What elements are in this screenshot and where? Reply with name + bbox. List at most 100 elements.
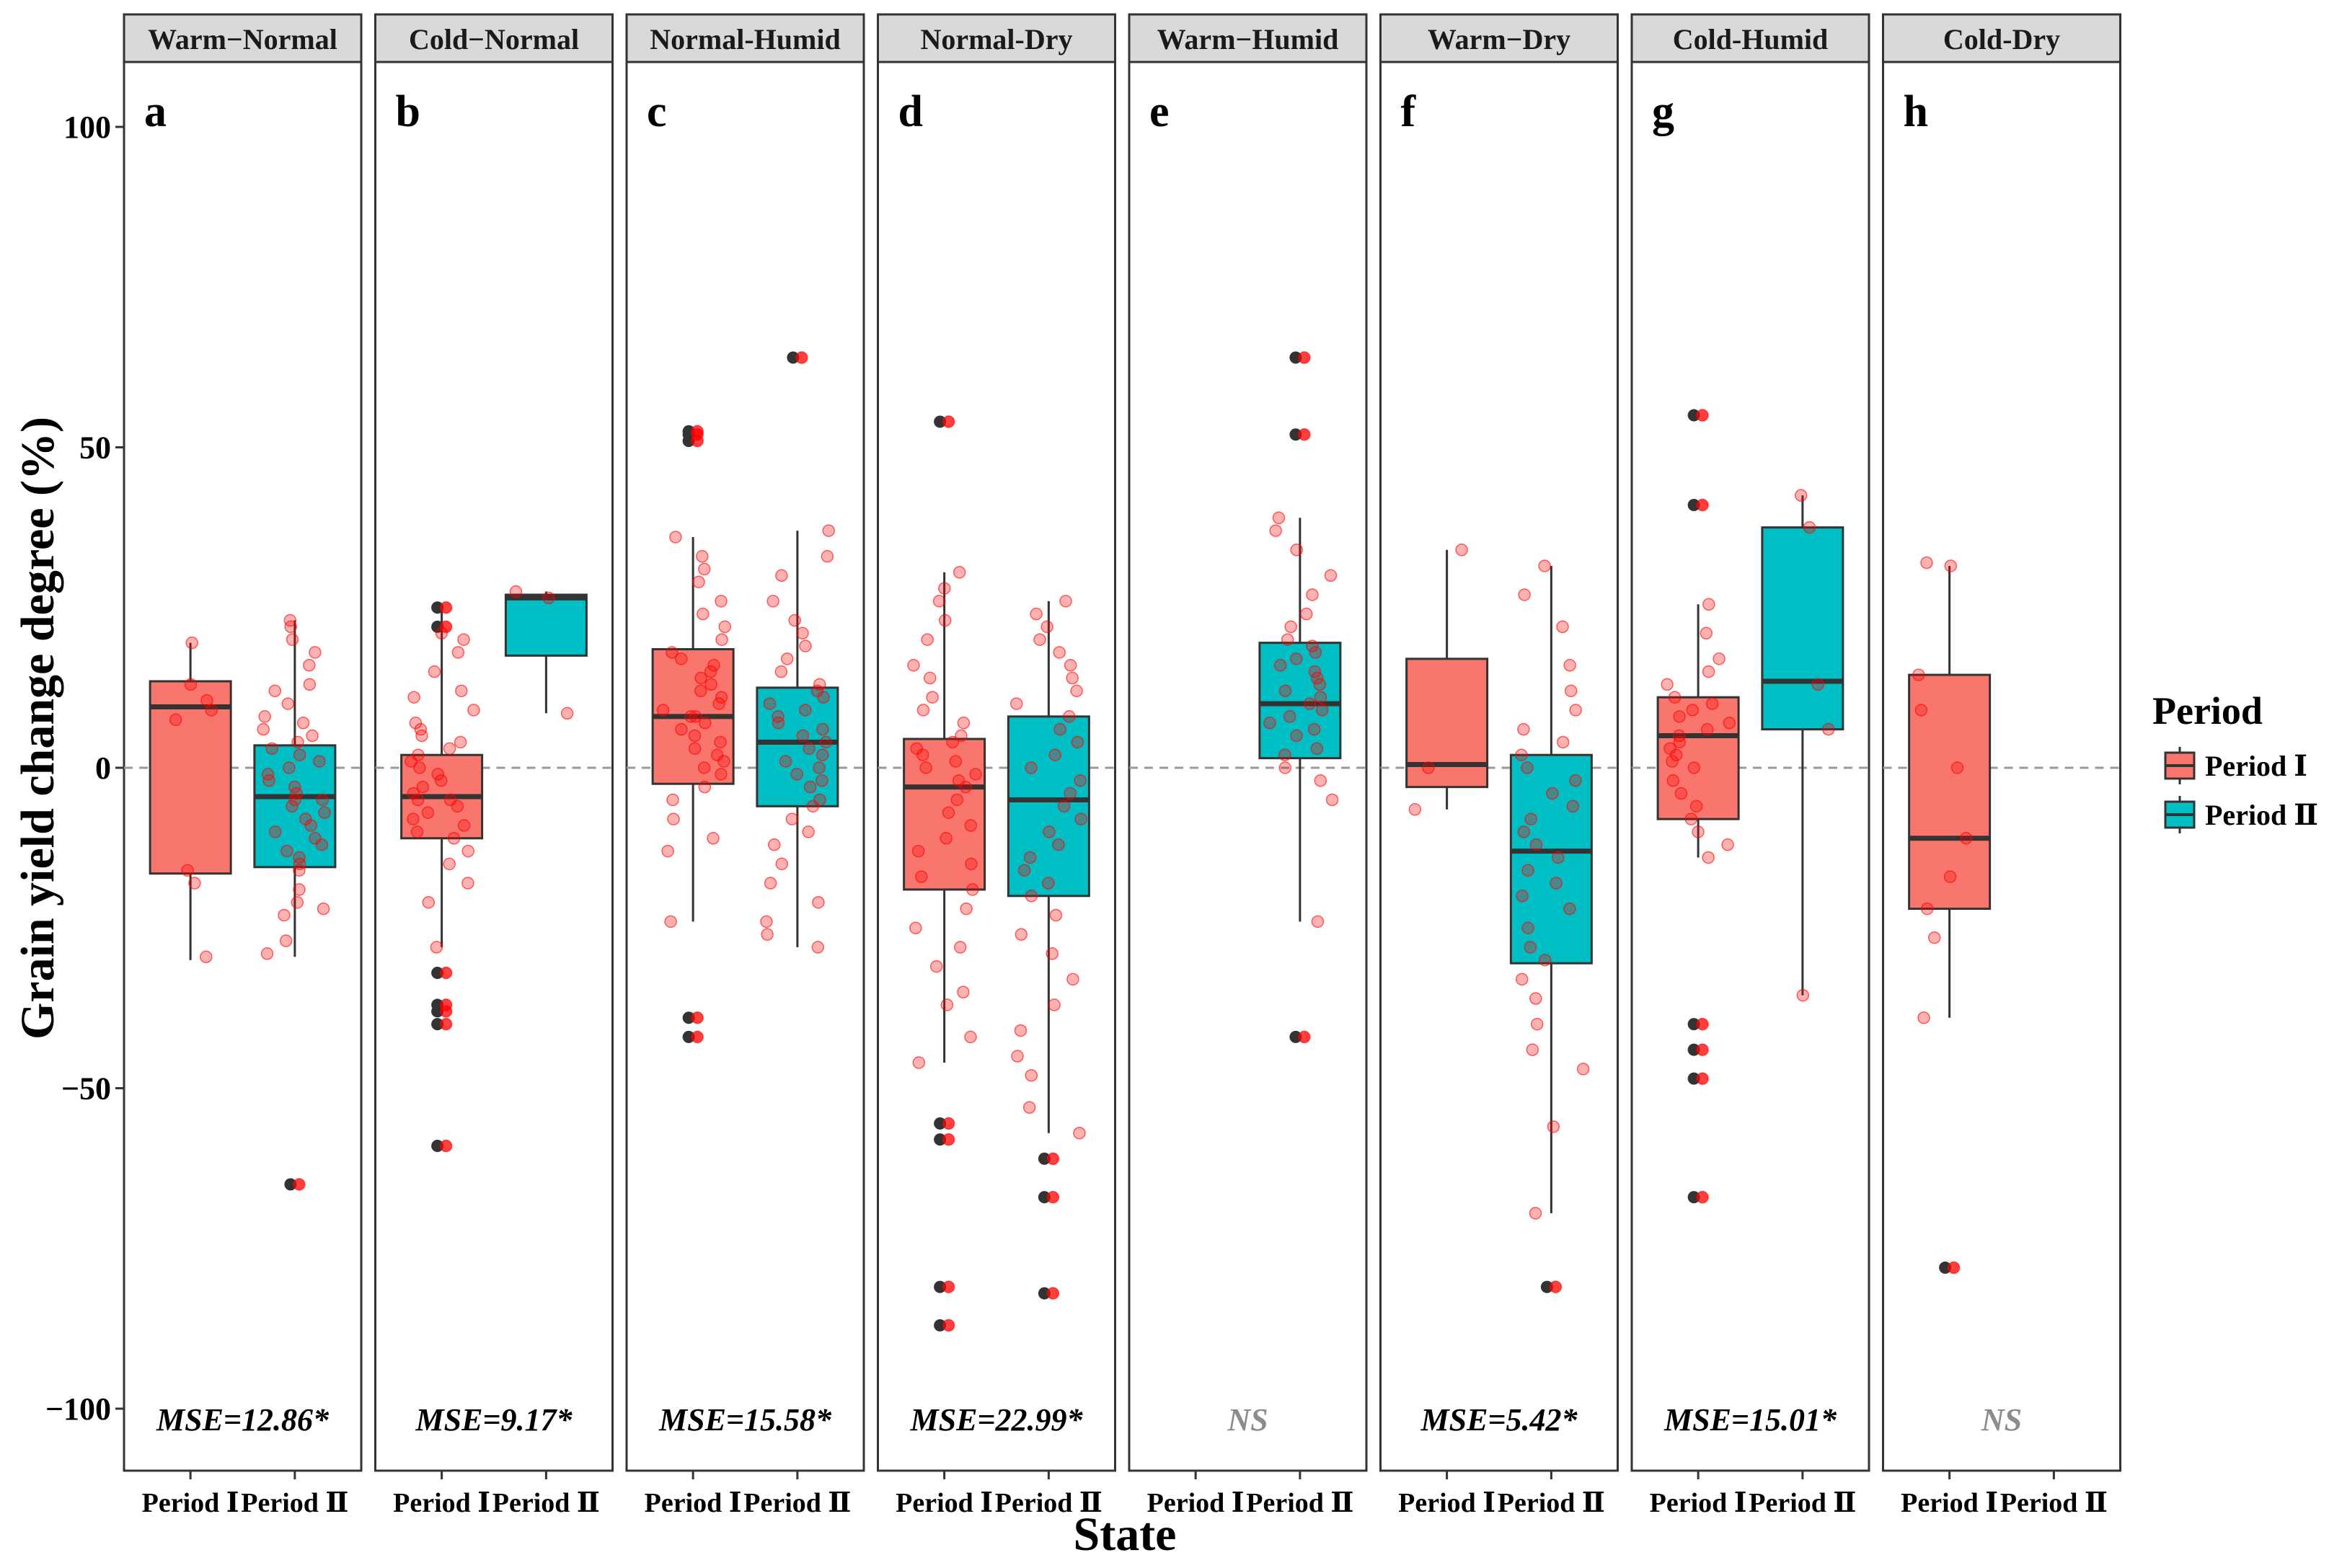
jitter-point bbox=[1455, 543, 1468, 557]
jitter-point bbox=[1071, 735, 1084, 749]
jitter-point bbox=[1311, 915, 1325, 929]
jitter-point bbox=[439, 620, 453, 634]
jitter-point bbox=[1696, 1190, 1709, 1204]
outlier-point bbox=[1687, 1043, 1700, 1056]
legend-label: Period Ⅰ bbox=[2205, 750, 2307, 782]
panel-letter: f bbox=[1401, 87, 1417, 136]
jitter-point bbox=[929, 960, 943, 973]
jitter-point bbox=[293, 748, 306, 761]
jitter-point bbox=[1290, 729, 1303, 743]
facet-strip bbox=[374, 13, 614, 63]
jitter-point bbox=[169, 713, 182, 727]
box-body bbox=[1405, 657, 1489, 789]
box-period-2: Period Ⅱ bbox=[241, 614, 348, 1518]
jitter-point bbox=[1666, 755, 1679, 768]
jitter-point bbox=[303, 659, 316, 672]
outlier-point bbox=[1687, 1191, 1700, 1204]
facet-panel-e: Warm−Humid e NS Period Ⅰ Period Ⅱ bbox=[1128, 13, 1368, 1518]
panel-letter: a bbox=[144, 87, 167, 136]
jitter-point bbox=[1517, 722, 1530, 736]
jitter-point bbox=[1696, 409, 1709, 422]
jitter-point bbox=[957, 985, 970, 998]
jitter-point bbox=[1686, 704, 1700, 717]
jitter-point bbox=[1298, 1030, 1311, 1044]
facet-strip-label: Normal-Humid bbox=[650, 23, 840, 56]
jitter-point bbox=[916, 704, 930, 717]
jitter-point bbox=[439, 966, 453, 980]
jitter-point bbox=[1281, 633, 1294, 646]
outlier-point bbox=[934, 1319, 947, 1332]
jitter-point bbox=[268, 684, 282, 698]
jitter-point bbox=[964, 1030, 977, 1044]
outlier-point bbox=[934, 1133, 947, 1146]
jitter-point bbox=[1017, 864, 1031, 877]
jitter-point bbox=[185, 636, 198, 650]
jitter-point bbox=[291, 735, 304, 749]
facet-panel-g: Cold-Humid g MSE=15.01* Period Ⅰ Period Ⅱ bbox=[1630, 13, 1870, 1518]
jitter-point bbox=[1566, 799, 1580, 813]
y-tick-label: 100 bbox=[63, 110, 111, 145]
jitter-point bbox=[306, 729, 319, 743]
jitter-point bbox=[772, 717, 785, 730]
jitter-point bbox=[1696, 498, 1709, 512]
jitter-point bbox=[1290, 652, 1303, 665]
jitter-point bbox=[439, 1139, 453, 1153]
jitter-point bbox=[813, 678, 826, 691]
jitter-point bbox=[1269, 524, 1282, 537]
jitter-point bbox=[1515, 973, 1529, 986]
jitter-point bbox=[704, 665, 717, 678]
jitter-point bbox=[772, 710, 785, 723]
jitter-point bbox=[1046, 947, 1059, 960]
jitter-point bbox=[454, 735, 467, 749]
outlier-point bbox=[934, 415, 947, 428]
jitter-point bbox=[942, 1319, 955, 1332]
jitter-point bbox=[1576, 1063, 1590, 1076]
jitter-point bbox=[461, 844, 474, 858]
jitter-point bbox=[1917, 1011, 1930, 1024]
jitter-point bbox=[790, 768, 803, 781]
jitter-point bbox=[1518, 588, 1531, 601]
box-body bbox=[149, 680, 232, 875]
outlier-point bbox=[1687, 409, 1700, 422]
jitter-point bbox=[953, 566, 966, 579]
panel-frame bbox=[1128, 61, 1368, 1472]
jitter-point bbox=[1422, 761, 1435, 774]
legend-title: Period bbox=[2152, 689, 2263, 732]
jitter-point bbox=[813, 761, 826, 774]
jitter-point bbox=[767, 838, 781, 851]
outlier-point bbox=[1038, 1287, 1051, 1300]
box-period-2: Period Ⅱ bbox=[1246, 351, 1353, 1518]
facet-panel-f: Warm−Dry f MSE=5.42* Period Ⅰ Period Ⅱ bbox=[1379, 13, 1619, 1518]
jitter-point bbox=[1324, 569, 1338, 583]
jitter-point bbox=[1702, 851, 1715, 864]
jitter-point bbox=[1521, 921, 1534, 934]
jitter-point bbox=[1529, 992, 1542, 1005]
jitter-point bbox=[1517, 825, 1531, 838]
box-period-2: Period Ⅱ bbox=[743, 351, 851, 1518]
x-tick-label: Period Ⅱ bbox=[995, 1488, 1102, 1518]
jitter-point bbox=[715, 633, 728, 646]
facet-strip-label: Warm−Dry bbox=[1428, 23, 1570, 56]
box-body bbox=[1509, 753, 1593, 965]
jitter-point bbox=[280, 844, 293, 858]
stat-label: MSE=5.42* bbox=[1420, 1402, 1578, 1438]
jitter-point bbox=[1325, 793, 1339, 807]
jitter-point bbox=[434, 774, 448, 787]
x-tick-label: Period Ⅱ bbox=[241, 1488, 348, 1518]
jitter-point bbox=[1313, 678, 1327, 691]
facet-strip bbox=[625, 13, 865, 63]
jitter-point bbox=[1048, 748, 1061, 761]
jitter-point bbox=[457, 633, 470, 646]
jitter-point bbox=[1052, 838, 1065, 851]
jitter-point bbox=[1546, 787, 1559, 800]
jitter-point bbox=[1821, 722, 1835, 736]
jitter-point bbox=[919, 761, 932, 774]
jitter-point bbox=[694, 671, 707, 685]
jitter-point bbox=[261, 768, 275, 781]
legend: Period Period Ⅰ Period Ⅱ bbox=[2152, 689, 2318, 833]
jitter-point bbox=[957, 717, 971, 730]
jitter-point bbox=[907, 659, 920, 672]
jitter-point bbox=[656, 704, 670, 717]
jitter-point bbox=[286, 633, 299, 646]
box-period-2: Period Ⅱ bbox=[1498, 559, 1605, 1518]
